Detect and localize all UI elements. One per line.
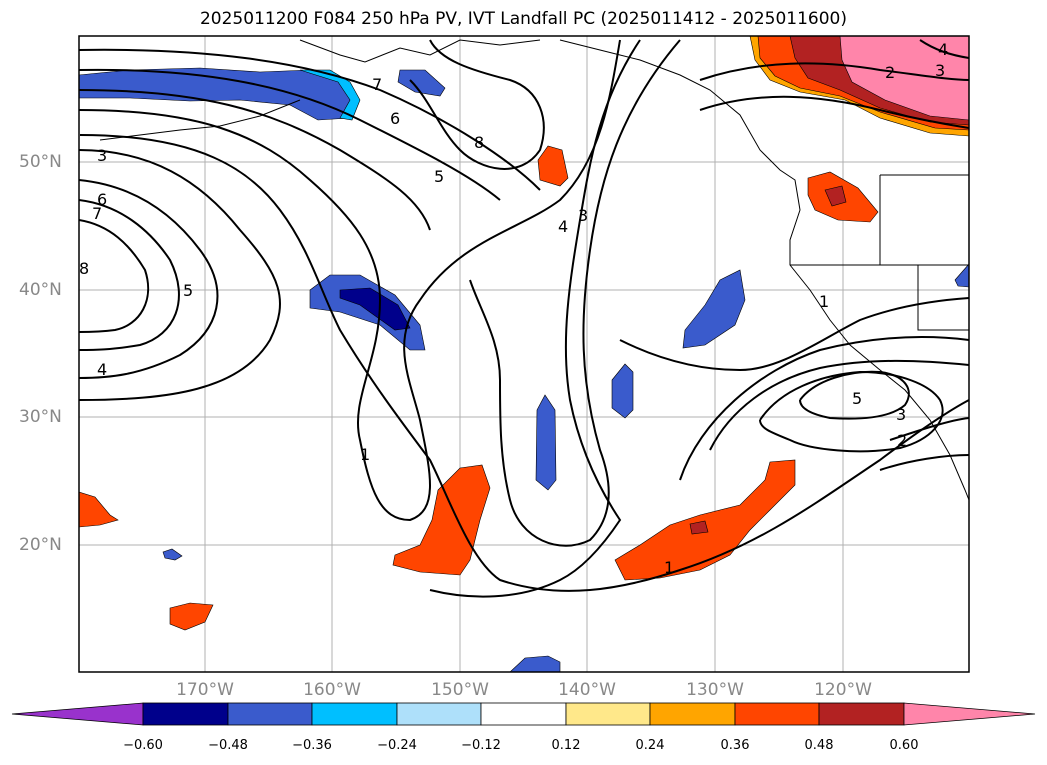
blue-region-offshore-ca (682, 269, 746, 349)
lon-label: 150°W (431, 680, 489, 700)
map-title: 2025011200 F084 250 hPa PV, IVT Landfall… (199, 9, 847, 29)
red-region-subtropic (614, 459, 796, 581)
colorbar-segment (142, 702, 229, 726)
contour-label: 2 (897, 431, 907, 450)
colorbar-segment (227, 702, 313, 726)
colorbar-segment (396, 702, 482, 726)
lat-label: 20°N (19, 535, 62, 555)
blue-region-central-core (339, 287, 411, 331)
colorbar (11, 702, 1036, 726)
pv-contours (79, 39, 969, 598)
contour-label: 7 (92, 204, 102, 223)
blue-region-central-2 (611, 363, 634, 419)
contour-label: 2 (885, 63, 895, 82)
pink-region-ne-core (839, 36, 969, 121)
lon-label: 130°W (686, 680, 744, 700)
lon-label: 170°W (176, 680, 234, 700)
contour-label: 4 (558, 217, 568, 236)
blue-region-bottom (509, 655, 561, 672)
blue-region-east-edge (954, 263, 969, 288)
blue-region-small (162, 548, 183, 561)
colorbar-tick: 0.36 (720, 738, 750, 753)
colorbar-tick: 0.48 (804, 738, 834, 753)
contour-label: 3 (896, 405, 906, 424)
coastlines (99, 39, 969, 501)
contour-label: 3 (935, 61, 945, 80)
blue-region-vertical (535, 394, 557, 491)
colorbar-tick: −0.60 (123, 738, 163, 753)
contour-label: 3 (97, 146, 107, 165)
contour-label: 6 (97, 190, 107, 209)
red-region-small-n (537, 145, 569, 187)
colorbar-tick: −0.36 (292, 738, 332, 753)
colorbar-segment (311, 702, 398, 726)
colorbar-segment (480, 702, 567, 726)
colorbar-tick: 0.60 (889, 738, 919, 753)
positive-pv-regions (79, 36, 969, 631)
contour-label: 1 (664, 558, 674, 577)
colorbar-tick: −0.24 (377, 738, 417, 753)
map-frame (78, 35, 970, 673)
contour-label: 7 (372, 75, 382, 94)
negative-pv-regions (79, 67, 969, 672)
contour-label: 1 (819, 292, 829, 311)
contour-label: 1 (360, 445, 370, 464)
contour-label: 4 (97, 360, 107, 379)
lat-label: 50°N (19, 152, 62, 172)
colorbar-segment (734, 702, 820, 726)
colorbar-tick: 0.24 (635, 738, 665, 753)
red-region-hawaii (392, 464, 491, 576)
blue-region-aleutian (79, 67, 359, 121)
lon-label: 120°W (814, 680, 872, 700)
red-region-pacnw-core (824, 185, 847, 207)
colorbar-tick: −0.12 (461, 738, 501, 753)
contour-label: 8 (474, 133, 484, 152)
contour-label: 5 (183, 281, 193, 300)
blue-region-aleutian-edge (299, 69, 361, 121)
contour-label: 8 (79, 259, 89, 278)
map-layers (79, 36, 969, 672)
red-region-subtropic-core (689, 520, 709, 535)
lon-label: 140°W (558, 680, 616, 700)
lat-label: 40°N (19, 280, 62, 300)
lon-label: 160°W (303, 680, 361, 700)
colorbar-tick: −0.48 (208, 738, 248, 753)
blue-region-gulf-ak (397, 69, 446, 97)
colorbar-extend-right (903, 702, 1036, 726)
colorbar-extend-left (11, 702, 144, 726)
colorbar-segment (649, 702, 736, 726)
lat-label: 30°N (19, 407, 62, 427)
colorbar-segment (565, 702, 651, 726)
contour-label: 5 (852, 389, 862, 408)
contour-label: 5 (434, 167, 444, 186)
red-region-west (79, 491, 119, 528)
contour-labels: 3 6 7 8 5 4 7 6 5 8 4 3 1 1 1 5 3 2 4 2 … (79, 40, 948, 577)
blue-region-central (309, 274, 426, 351)
colorbar-tick: 0.12 (551, 738, 581, 753)
red-region-sw (169, 602, 214, 631)
contour-label: 3 (578, 206, 588, 225)
colorbar-segment (818, 702, 905, 726)
gridlines (79, 36, 969, 672)
contour-label: 6 (390, 109, 400, 128)
contour-label: 4 (938, 40, 948, 59)
